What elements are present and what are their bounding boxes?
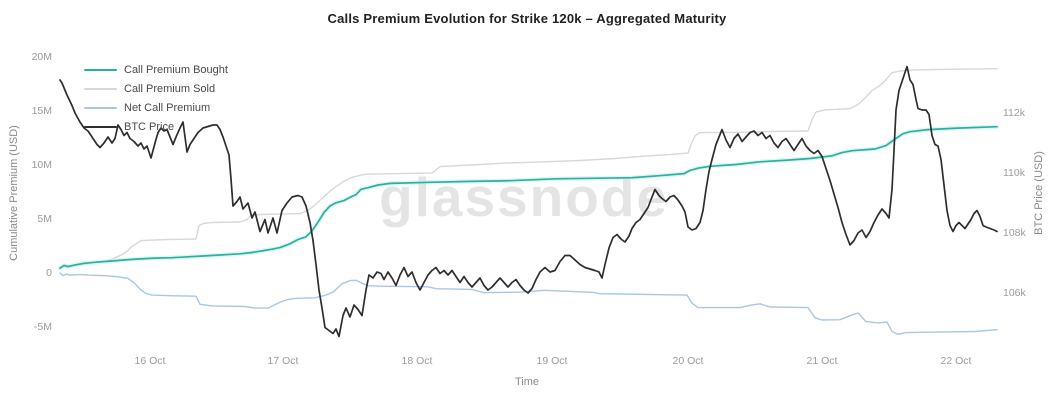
y-right-tick-110k: 110k: [1003, 167, 1025, 179]
legend-item-btc-price[interactable]: BTC Price: [84, 121, 228, 133]
call-premium-bought-glow-line: [57, 124, 1000, 271]
y-axis-right-title: BTC Price (USD): [1033, 151, 1045, 235]
y-right-tick-108k: 108k: [1003, 227, 1026, 239]
btc-price-line[interactable]: [59, 65, 998, 338]
legend-line-swatch-call-premium-sold: [84, 88, 117, 90]
x-tick-19-oct: 19 Oct: [536, 355, 568, 367]
net-call-premium-line[interactable]: [59, 272, 998, 335]
x-tick-20-oct: 20 Oct: [672, 355, 704, 367]
call-premium-sold-line[interactable]: [59, 67, 998, 270]
legend: Call Premium Bought Call Premium Sold Net …: [84, 64, 228, 133]
y-left-tick-15M: 15M: [31, 105, 52, 117]
y-left-tick-5M: 5M: [37, 213, 52, 225]
legend-label: Net Call Premium: [124, 102, 211, 114]
x-tick-17-oct: 17 Oct: [267, 355, 299, 367]
legend-label: Call Premium Bought: [124, 64, 228, 76]
chart-title: Calls Premium Evolution for Strike 120k …: [327, 11, 727, 26]
x-axis-title: Time: [514, 376, 540, 388]
x-tick-21-oct: 21 Oct: [806, 355, 838, 367]
legend-line-swatch-net-call-premium: [84, 107, 117, 109]
y-right-tick-106k: 106k: [1003, 287, 1026, 299]
legend-label: BTC Price: [124, 121, 175, 133]
legend-item-net-call-premium[interactable]: Net Call Premium: [84, 102, 228, 114]
legend-item-call-premium-sold[interactable]: Call Premium Sold: [84, 83, 228, 95]
x-tick-22-oct: 22 Oct: [940, 355, 972, 367]
call-premium-bought-line[interactable]: [59, 125, 998, 269]
y-right-tick-112k: 112k: [1003, 107, 1025, 119]
legend-line-swatch-call-premium-bought: [84, 68, 117, 72]
y-left-tick--5M: -5M: [33, 321, 52, 333]
legend-line-swatch-btc-price: [84, 125, 117, 129]
y-axis-left-title: Cumulative Premium (USD): [8, 125, 20, 261]
y-left-tick-10M: 10M: [31, 159, 52, 171]
x-tick-18-oct: 18 Oct: [401, 355, 433, 367]
y-left-tick-0: 0: [46, 267, 52, 279]
legend-item-call-premium-bought[interactable]: Call Premium Bought: [84, 64, 228, 76]
x-tick-16-oct: 16 Oct: [134, 355, 166, 367]
legend-label: Call Premium Sold: [124, 83, 216, 95]
y-left-tick-20M: 20M: [31, 51, 52, 63]
